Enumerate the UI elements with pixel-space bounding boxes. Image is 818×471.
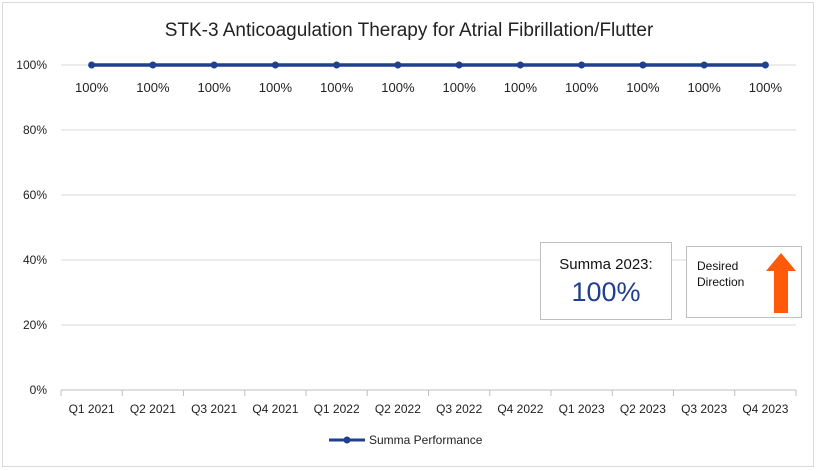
up-arrow-shape	[766, 253, 796, 313]
data-point	[149, 61, 157, 69]
chart-title: STK-3 Anticoagulation Therapy for Atrial…	[165, 20, 654, 41]
x-tick-label: Q4 2023	[742, 402, 788, 416]
legend: Summa Performance	[329, 433, 483, 447]
data-label: 100%	[75, 80, 109, 95]
x-tick-label: Q1 2023	[559, 402, 605, 416]
legend-label: Summa Performance	[369, 433, 483, 447]
data-label: 100%	[688, 80, 722, 95]
data-labels: 100% 100% 100% 100% 100% 100% 100% 100% 100% 100%…	[75, 80, 782, 95]
x-tick-label: Q2 2021	[130, 402, 176, 416]
series-layer	[88, 61, 769, 69]
y-tick-label: 20%	[23, 318, 47, 332]
data-point	[700, 61, 708, 69]
data-point	[761, 61, 769, 69]
data-point	[394, 61, 402, 69]
summary-value: 100%	[571, 277, 641, 307]
data-point	[455, 61, 463, 69]
y-tick-label: 100%	[16, 58, 47, 72]
up-arrow-icon	[766, 253, 796, 313]
x-tick-label: Q4 2022	[497, 402, 543, 416]
x-tick-label: Q1 2021	[69, 402, 115, 416]
data-point	[333, 61, 341, 69]
summary-box: Summa 2023: 100%	[540, 242, 672, 320]
y-tick-label: 80%	[23, 123, 47, 137]
data-label: 100%	[381, 80, 415, 95]
desired-direction-box: Desired Direction	[686, 246, 802, 318]
x-tick-label: Q4 2021	[252, 402, 298, 416]
desired-direction-line2: Direction	[697, 275, 745, 289]
y-tick-label: 60%	[23, 188, 47, 202]
y-axis-ticks: 0% 20% 40% 60% 80% 100%	[16, 58, 47, 397]
x-tick-label: Q3 2023	[681, 402, 727, 416]
data-point	[210, 61, 218, 69]
data-point	[271, 61, 279, 69]
x-tick-label: Q1 2022	[314, 402, 360, 416]
data-label: 100%	[626, 80, 660, 95]
data-label: 100%	[198, 80, 232, 95]
x-tick-label: Q3 2022	[436, 402, 482, 416]
desired-direction-line1: Desired	[697, 259, 739, 273]
legend-marker-icon	[343, 436, 351, 444]
data-label: 100%	[565, 80, 599, 95]
y-tick-label: 40%	[23, 253, 47, 267]
data-point	[88, 61, 96, 69]
data-point	[578, 61, 586, 69]
x-axis-ticks: Q1 2021 Q2 2021 Q3 2021 Q4 2021 Q1 2022 Q2 20…	[60, 389, 797, 416]
data-label: 100%	[749, 80, 783, 95]
data-label: 100%	[320, 80, 354, 95]
summary-label: Summa 2023:	[559, 256, 653, 273]
data-point	[639, 61, 647, 69]
data-point	[516, 61, 524, 69]
data-label: 100%	[504, 80, 538, 95]
x-tick-label: Q2 2022	[375, 402, 421, 416]
x-tick-label: Q2 2023	[620, 402, 666, 416]
data-label: 100%	[136, 80, 170, 95]
data-label: 100%	[259, 80, 293, 95]
data-label: 100%	[443, 80, 477, 95]
x-tick-label: Q3 2021	[191, 402, 237, 416]
y-tick-label: 0%	[30, 383, 48, 397]
desired-direction-label: Desired Direction	[697, 258, 744, 290]
